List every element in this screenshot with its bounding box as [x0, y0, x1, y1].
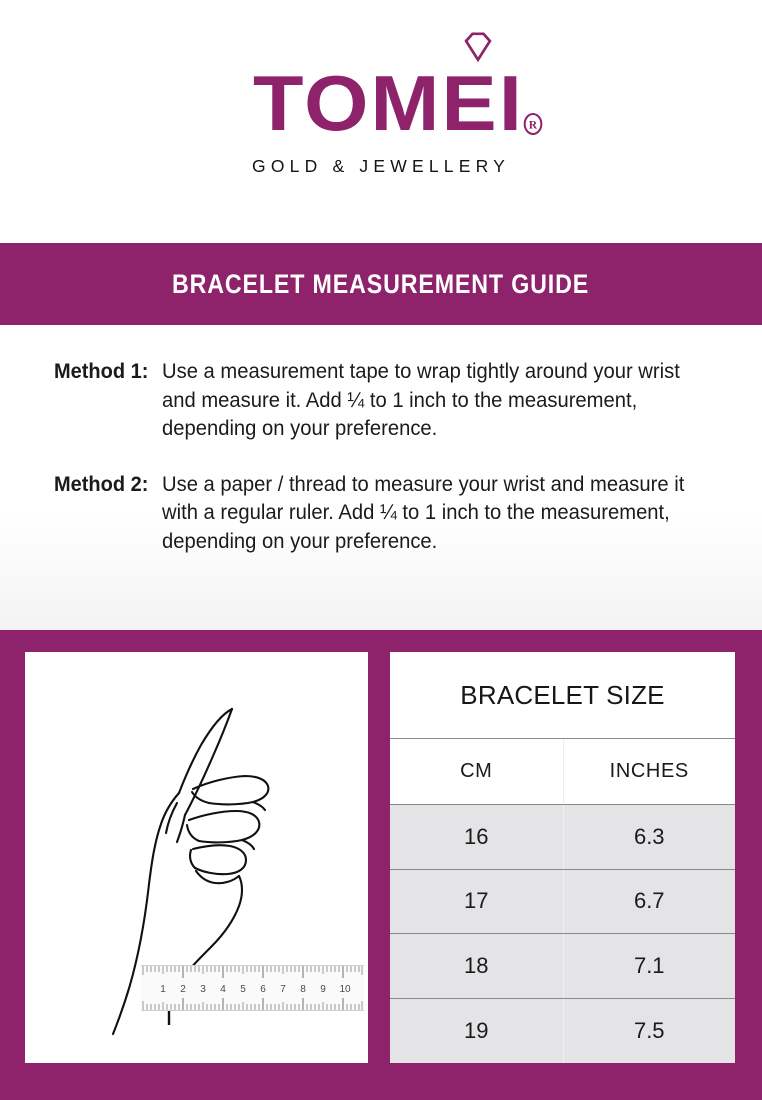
method-2-block: Method 2: Use a paper / thread to measur… — [54, 470, 728, 556]
svg-text:10: 10 — [339, 984, 351, 995]
brand-header: TOMEI R GOLD & JEWELLERY — [0, 0, 762, 243]
diamond-outline-icon — [464, 32, 492, 63]
svg-text:7: 7 — [280, 984, 286, 995]
cell-inches: 7.1 — [562, 934, 736, 999]
page-title: BRACELET MEASUREMENT GUIDE — [172, 268, 590, 299]
svg-text:3: 3 — [200, 984, 206, 995]
column-header-cm: CM — [460, 759, 493, 782]
cell-cm: 17 — [464, 888, 489, 914]
svg-text:1: 1 — [160, 984, 166, 995]
table-row: 19 7.5 — [390, 998, 735, 1063]
page-title-banner: BRACELET MEASUREMENT GUIDE — [0, 243, 762, 325]
table-row: 18 7.1 — [390, 933, 736, 999]
brand-wordmark: TOMEI — [253, 58, 525, 147]
method-2-text: Use a paper / thread to measure your wri… — [161, 471, 684, 553]
illustration-card: 1 2 3 4 5 6 7 8 9 10 Method 2 — [25, 652, 368, 1063]
cell-inches: 6.7 — [562, 869, 736, 934]
svg-text:8: 8 — [300, 984, 306, 995]
method-1-label: Method 1: — [54, 359, 149, 383]
cell-cm: 16 — [464, 823, 489, 849]
svg-text:R: R — [529, 119, 538, 132]
ruler-graphic: 1 2 3 4 5 6 7 8 9 10 — [141, 965, 364, 1025]
svg-text:2: 2 — [180, 984, 186, 995]
cell-cm: 18 — [464, 953, 489, 979]
table-row: 16 6.3 — [390, 803, 736, 869]
logo-lockup: TOMEI R — [253, 32, 543, 142]
table-row: 17 6.7 — [390, 868, 736, 934]
method-1-text: Use a measurement tape to wrap tightly a… — [161, 359, 680, 441]
method-2-label: Method 2: — [54, 471, 149, 496]
column-header-inches: INCHES — [562, 739, 736, 804]
svg-text:5: 5 — [240, 984, 246, 995]
methods-section: Method 1: Use a measurement tape to wrap… — [0, 325, 762, 630]
size-table-title: BRACELET SIZE — [390, 652, 735, 739]
brand-tagline: GOLD & JEWELLERY — [252, 156, 510, 177]
size-table-header-row: CM INCHES — [390, 739, 735, 804]
cell-cm: 19 — [464, 1018, 489, 1044]
svg-text:9: 9 — [320, 984, 326, 995]
svg-text:4: 4 — [220, 984, 226, 995]
method-1-block: Method 1: Use a measurement tape to wrap… — [54, 357, 728, 443]
hand-with-ruler-illustration: 1 2 3 4 5 6 7 8 9 10 — [111, 707, 364, 1036]
cell-inches: 7.5 — [562, 999, 736, 1063]
cell-inches: 6.3 — [562, 804, 736, 869]
registered-trademark-icon: R — [523, 113, 543, 136]
svg-text:6: 6 — [260, 984, 266, 995]
bracelet-size-table: BRACELET SIZE CM INCHES 16 6.3 17 6.7 18… — [390, 652, 735, 1063]
